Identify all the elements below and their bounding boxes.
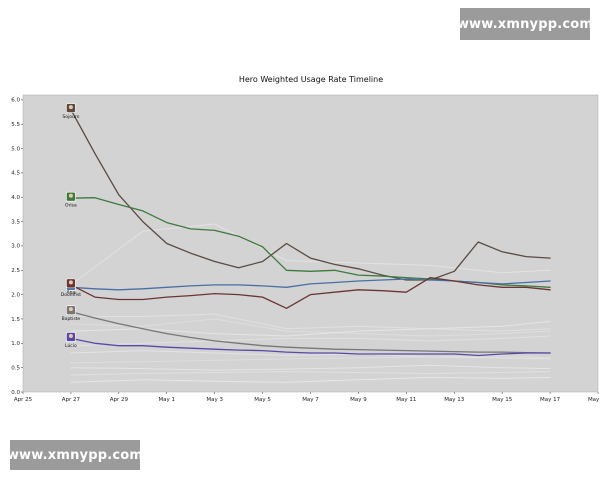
plot-area — [22, 94, 599, 393]
hero-portrait-icon — [66, 191, 76, 202]
hero-label: Lúcio — [65, 342, 77, 349]
x-tick-label: May 7 — [302, 397, 319, 403]
x-tick-label: May 15 — [492, 397, 513, 403]
series-line-l-cio — [70, 337, 551, 357]
background-series-line — [70, 355, 551, 364]
y-tick-label: 0.0 — [11, 390, 20, 396]
series-line-sojourn — [70, 108, 551, 281]
background-series — [70, 223, 551, 383]
background-series-line — [70, 350, 551, 360]
x-tick-label: May 19 — [588, 397, 600, 403]
background-series-line — [70, 313, 551, 332]
y-tick-label: 6.0 — [11, 98, 20, 104]
x-tick-label: May 3 — [206, 397, 223, 403]
x-tick-label: Apr 29 — [110, 397, 129, 403]
x-tick-label: May 13 — [444, 397, 465, 403]
hero-label: Baptiste — [62, 316, 81, 322]
y-tick-label: 4.0 — [11, 195, 20, 201]
background-series-line — [70, 371, 551, 376]
hero-face-icon — [68, 333, 73, 338]
x-tick-label: Apr 27 — [62, 397, 81, 403]
background-series-line — [70, 376, 551, 383]
hero-portrait-icon — [66, 332, 76, 342]
x-tick-label: May 9 — [350, 397, 367, 403]
x-tick-label: May 11 — [396, 397, 416, 403]
y-tick-label: 3.5 — [11, 219, 20, 225]
y-tick-label: 0.5 — [11, 365, 20, 371]
y-tick-label: 2.0 — [11, 292, 20, 298]
y-tick-label: 4.5 — [11, 171, 20, 177]
series-line-ana — [70, 276, 551, 309]
x-tick-label: May 5 — [254, 397, 271, 403]
hero-label: Ana — [67, 289, 76, 295]
series-line-doomfist — [70, 278, 551, 291]
x-tick-label: Apr 25 — [14, 397, 33, 403]
hero-face-icon — [68, 105, 73, 110]
hero-label: Orisa — [65, 203, 77, 209]
watermark-bottom: www.xmnypp.com — [7, 440, 143, 470]
y-tick-label: 5.0 — [11, 146, 20, 152]
hero-label: Doomfist — [61, 292, 82, 298]
x-tick-label: May 1 — [158, 397, 175, 403]
hero-portrait-icon — [66, 305, 76, 315]
hero-portrait-icon — [66, 278, 76, 289]
highlighted-series — [70, 108, 551, 357]
y-tick-label: 1.5 — [11, 317, 20, 323]
y-tick-label: 3.0 — [11, 244, 20, 250]
x-axis: Apr 25 Apr 27 Apr 29 May 1 May 3 May 5 May 7 Ma… — [14, 392, 600, 403]
y-axis: 0.0 0.5 1.0 1.5 2.0 2.5 3.0 3.5 4.0 4.5 5.0 5.5 6.0 — [11, 98, 23, 396]
hero-face-icon — [68, 307, 73, 312]
background-series-line — [70, 364, 551, 371]
y-tick-label: 2.5 — [11, 268, 20, 274]
y-tick-label: 1.0 — [11, 341, 20, 347]
hero-portrait-icon — [66, 103, 76, 113]
chart-title: Hero Weighted Usage Rate Timeline — [239, 75, 383, 84]
watermark-top: www.xmnypp.com — [457, 8, 593, 40]
hero-face-icon — [68, 280, 73, 285]
background-series-line — [70, 335, 551, 347]
hero-label: Sojourn — [62, 114, 79, 120]
background-series-line — [70, 318, 551, 337]
y-tick-label: 5.5 — [11, 122, 20, 128]
x-tick-label: May 17 — [540, 397, 561, 403]
series-line-baptiste — [70, 311, 551, 354]
background-series-line — [70, 320, 551, 337]
hero-face-icon — [68, 193, 73, 198]
